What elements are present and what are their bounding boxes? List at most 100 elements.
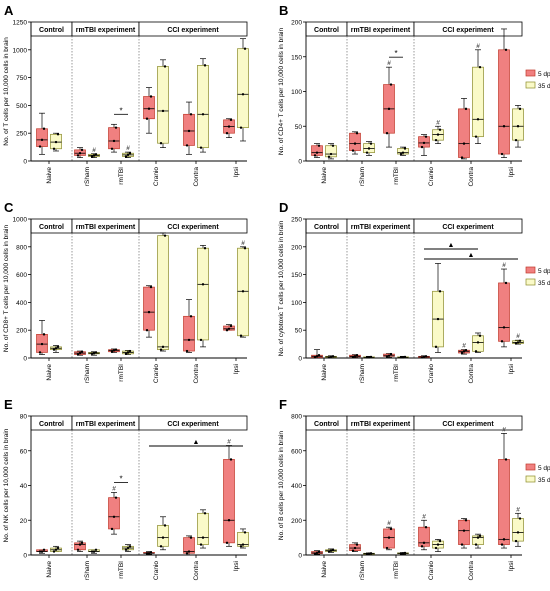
data-point [420, 545, 424, 548]
hash-annotation: # [387, 520, 391, 527]
data-point [227, 125, 231, 128]
y-tick-label: 60 [20, 448, 28, 455]
data-point [399, 152, 403, 156]
box-35dpi [472, 66, 484, 138]
data-point [420, 145, 424, 149]
hash-annotation: # [422, 513, 426, 520]
data-point [38, 550, 42, 553]
x-tick-label: Naive [46, 364, 53, 381]
data-point [92, 550, 96, 553]
data-point [112, 515, 116, 518]
group-header-box [413, 21, 523, 37]
data-point [161, 109, 165, 113]
data-point [90, 352, 94, 356]
y-tick-label: 750 [16, 75, 27, 82]
data-point [516, 531, 520, 534]
data-point [52, 147, 56, 150]
panel-letter-D: D [279, 200, 288, 215]
data-point [331, 548, 335, 551]
y-tick-label: 40 [20, 483, 28, 490]
hash-annotation: # [241, 240, 245, 247]
data-point [464, 519, 468, 522]
data-point [438, 539, 442, 543]
data-point [114, 126, 118, 129]
x-tick-label: Contra [193, 364, 200, 384]
y-tick-label: 200 [291, 518, 302, 525]
box-5dpi [349, 132, 361, 151]
box-5dpi [108, 127, 120, 150]
group-header-label: Control [39, 27, 64, 34]
data-point [422, 541, 426, 545]
box-5dpi [498, 49, 510, 155]
hash-annotation: # [126, 145, 130, 152]
data-point [460, 351, 464, 355]
x-tick-label: Ipsi [508, 561, 515, 571]
data-point [159, 348, 163, 351]
data-point [502, 326, 506, 329]
y-tick-label: 150 [291, 54, 302, 61]
data-point [399, 356, 403, 359]
data-point [313, 356, 317, 359]
data-point [124, 155, 128, 158]
data-point [500, 543, 504, 546]
data-point [514, 342, 518, 345]
x-tick-label: Ipsi [508, 364, 515, 374]
data-point [516, 341, 520, 344]
data-point [38, 351, 42, 354]
data-point [112, 139, 116, 143]
data-point [56, 133, 60, 136]
data-point [54, 347, 58, 350]
data-point [438, 290, 442, 293]
x-tick-label: Cranio [153, 561, 160, 581]
data-point [500, 152, 504, 156]
data-point [80, 148, 84, 152]
box-35dpi [472, 535, 484, 545]
data-point [385, 355, 389, 358]
data-point [114, 348, 118, 351]
legend-swatch [525, 463, 536, 471]
legend-swatch [525, 69, 536, 77]
x-tick-label: Naive [321, 167, 328, 184]
group-header-label: CCI experiment [442, 27, 494, 34]
legend-swatch [525, 278, 536, 286]
box-35dpi [157, 66, 169, 144]
data-point [464, 349, 468, 352]
data-point [128, 152, 132, 155]
data-point [110, 527, 114, 531]
box-5dpi [458, 519, 470, 545]
group-header-label: Control [314, 224, 339, 231]
y-tick-label: 1000 [13, 47, 28, 54]
data-point [42, 548, 46, 551]
data-point [40, 342, 44, 346]
data-point [94, 548, 98, 551]
data-point [241, 543, 245, 546]
data-point [518, 517, 522, 520]
group-header-label: CCI experiment [167, 421, 219, 428]
x-tick-label: Cranio [428, 364, 435, 384]
data-point [203, 64, 207, 67]
data-point [353, 142, 357, 145]
data-point [40, 138, 44, 142]
x-tick-label: rmTBI [393, 364, 400, 382]
data-point [403, 551, 407, 555]
data-point [474, 350, 478, 353]
x-tick-label: rSham [84, 364, 91, 383]
box-35dpi [237, 532, 249, 547]
data-point [76, 548, 80, 551]
x-tick-label: Ipsi [233, 561, 240, 571]
x-tick-label: Naive [321, 364, 328, 381]
data-point [460, 543, 464, 546]
y-axis-label: No. of cytotoxic T cells per 10,000 cell… [278, 220, 285, 356]
y-tick-label: 200 [291, 244, 302, 251]
y-tick-label: 200 [291, 20, 302, 27]
data-point [159, 545, 163, 548]
data-point [514, 539, 518, 543]
star-annotation: * [119, 106, 122, 115]
y-tick-label: 400 [291, 483, 302, 490]
data-point [518, 339, 522, 342]
data-point [163, 524, 167, 527]
y-tick-label: 0 [23, 553, 27, 560]
triangle-annotation: ▲ [448, 242, 455, 249]
legend-swatch [525, 81, 536, 89]
y-tick-label: 0 [298, 356, 302, 363]
